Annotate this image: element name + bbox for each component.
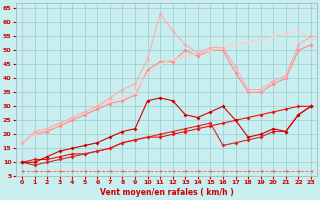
X-axis label: Vent moyen/en rafales ( km/h ): Vent moyen/en rafales ( km/h ) bbox=[100, 188, 233, 197]
